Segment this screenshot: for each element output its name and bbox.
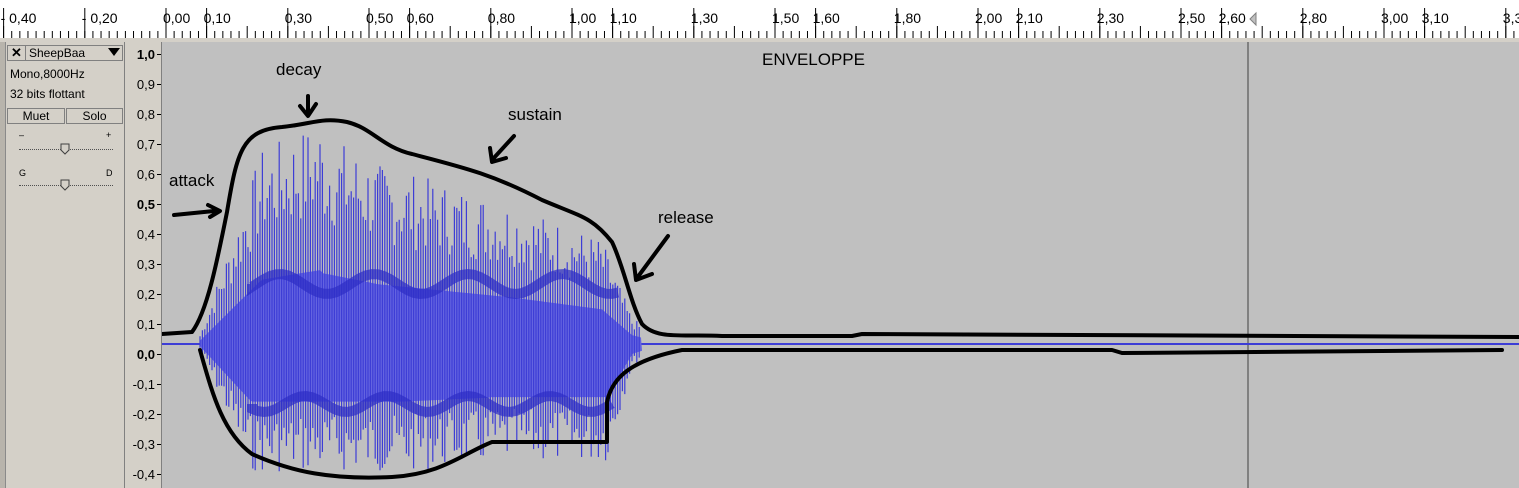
- amplitude-tick: [157, 144, 161, 145]
- amplitude-ruler: 1,0 0,9 0,8 0,7 0,6 0,5 0,4 0,3 0,2 0,1 0,0 -0,1 -0,…: [125, 42, 162, 488]
- waveform-band-lower: [247, 390, 615, 418]
- gain-minus-label: –: [19, 130, 25, 140]
- amplitude-tick: [157, 474, 161, 475]
- ruler-label: 2,80: [1299, 10, 1328, 26]
- ruler-label: 2,00: [975, 10, 1003, 26]
- waveform-spikes: [199, 135, 640, 472]
- decay-arrow-icon: [298, 94, 318, 118]
- ruler-label: 2,30: [1096, 10, 1125, 26]
- ruler-label: 2,10: [1015, 10, 1043, 26]
- ruler-label: 0,80: [487, 10, 516, 26]
- amplitude-label: 0,7: [136, 137, 155, 152]
- close-track-button[interactable]: ✕: [8, 46, 26, 60]
- amplitude-tick: [157, 204, 161, 205]
- playhead-marker-icon: [1249, 11, 1257, 27]
- amplitude-label: 1,0: [136, 47, 155, 62]
- amplitude-label: 0,5: [136, 197, 155, 212]
- ruler-label: - 0,40: [0, 10, 37, 26]
- amplitude-label: 0,2: [136, 287, 155, 302]
- sustain-arrow-icon: [488, 134, 516, 164]
- pan-slider-thumb[interactable]: [60, 179, 70, 191]
- ruler-label: 1,80: [893, 10, 922, 26]
- ruler-label: 1,50: [772, 10, 800, 26]
- ruler-label: 1,30: [690, 10, 719, 26]
- ruler-label: 3,00: [1381, 10, 1409, 26]
- decay-annotation: decay: [276, 60, 322, 79]
- amplitude-tick: [157, 264, 161, 265]
- pan-left-label: G: [19, 168, 27, 178]
- track-select-edge[interactable]: [0, 42, 6, 488]
- amplitude-label: 0,3: [136, 257, 155, 272]
- track-format-info: Mono,8000Hz: [10, 67, 85, 81]
- ruler-label: 3,10: [1421, 10, 1449, 26]
- amplitude-tick: [157, 234, 161, 235]
- amplitude-label: 0,1: [136, 317, 155, 332]
- amplitude-label: -0,3: [132, 437, 155, 452]
- amplitude-tick: [157, 114, 161, 115]
- ruler-label: 1,00: [569, 10, 597, 26]
- release-annotation: release: [658, 208, 714, 227]
- amplitude-tick: [157, 414, 161, 415]
- release-arrow-icon: [632, 234, 670, 282]
- solo-button[interactable]: Solo: [66, 108, 123, 124]
- amplitude-tick: [157, 324, 161, 325]
- ruler-label: 2,50: [1178, 10, 1206, 26]
- envelope-title: ENVELOPPE: [762, 50, 865, 69]
- amplitude-label: 0,0: [136, 347, 155, 362]
- gain-slider-thumb[interactable]: [60, 143, 70, 155]
- amplitude-label: -0,4: [132, 467, 155, 482]
- amplitude-tick: [157, 84, 161, 85]
- amplitude-tick: [157, 54, 161, 55]
- ruler-ticks: [3, 8, 1515, 38]
- ruler-label: 1,60: [812, 10, 840, 26]
- ruler-label: 3,3: [1502, 10, 1519, 26]
- amplitude-tick: [157, 384, 161, 385]
- pan-right-label: D: [106, 168, 113, 178]
- ruler-label: - 0,20: [81, 10, 118, 26]
- track-menu-dropdown-icon[interactable]: [108, 48, 120, 56]
- ruler-label: 0,00: [163, 10, 191, 26]
- amplitude-label: -0,1: [132, 377, 155, 392]
- amplitude-tick: [157, 354, 161, 355]
- amplitude-label: 0,4: [136, 227, 155, 242]
- ruler-label: 0,50: [366, 10, 394, 26]
- ruler-label: 0,60: [406, 10, 434, 26]
- waveform-band: [247, 268, 620, 300]
- track-name-bar[interactable]: ✕ SheepBaa: [7, 45, 123, 61]
- waveform-canvas: [162, 42, 1519, 488]
- track-control-panel: ✕ SheepBaa Mono,8000Hz 32 bits flottant …: [0, 42, 125, 488]
- track-sample-format-info: 32 bits flottant: [10, 87, 85, 101]
- mute-button[interactable]: Muet: [7, 108, 65, 124]
- ruler-label: 0,30: [284, 10, 313, 26]
- amplitude-tick: [157, 294, 161, 295]
- sustain-annotation: sustain: [508, 105, 562, 124]
- ruler-label: 2,60: [1218, 10, 1246, 26]
- ruler-label: 1,10: [609, 10, 637, 26]
- amplitude-label: 0,8: [136, 107, 155, 122]
- track-name-label: SheepBaa: [29, 46, 86, 60]
- waveform-area[interactable]: ENVELOPPE attack decay sustain release: [162, 42, 1519, 488]
- amplitude-tick: [157, 444, 161, 445]
- ruler-label: 0,10: [203, 10, 231, 26]
- attack-annotation: attack: [169, 171, 215, 190]
- gain-plus-label: +: [106, 130, 112, 140]
- amplitude-label: 0,9: [136, 77, 155, 92]
- timeline-ruler[interactable]: - 0,40 - 0,20 0,00 0,10 0,30 0,50 0,60 0,80 1,00…: [0, 0, 1519, 39]
- amplitude-tick: [157, 174, 161, 175]
- envelope-lower-curve: [198, 348, 1504, 480]
- envelope-upper-curve: [162, 118, 1519, 339]
- amplitude-label: 0,6: [136, 167, 155, 182]
- attack-arrow-icon: [172, 203, 222, 219]
- amplitude-label: -0,2: [132, 407, 155, 422]
